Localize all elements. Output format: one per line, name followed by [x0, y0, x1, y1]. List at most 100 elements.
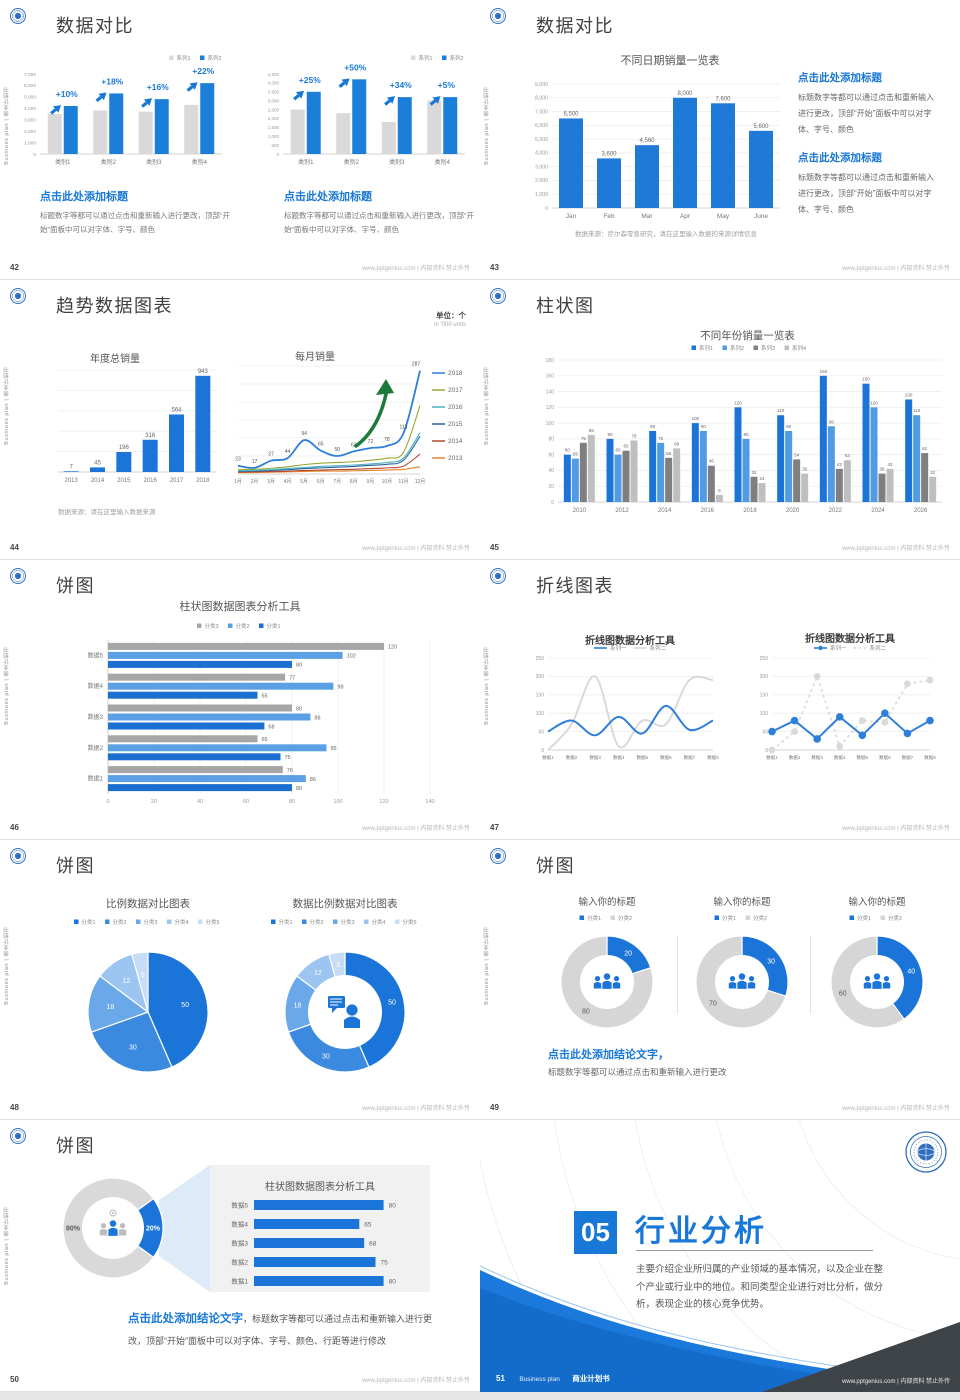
svg-text:系列一: 系列一 [830, 644, 847, 652]
svg-text:数据2: 数据2 [789, 754, 801, 761]
svg-text:0: 0 [541, 748, 544, 754]
svg-text:60: 60 [839, 991, 847, 998]
svg-text:46: 46 [709, 459, 715, 464]
svg-text:0: 0 [33, 152, 36, 158]
svg-text:18: 18 [107, 1004, 115, 1011]
svg-text:4,560: 4,560 [639, 138, 655, 144]
slide-42: Business plan | 商业计划书 数据对比 0 1,000 2,000 3,… [0, 0, 480, 280]
bar-series [108, 642, 384, 774]
svg-text:系列2: 系列2 [208, 54, 222, 62]
svg-text:65: 65 [262, 694, 268, 700]
line-series [237, 435, 421, 473]
svg-text:287: 287 [412, 362, 421, 368]
side-label: Business plan | 商业计划书 [484, 86, 490, 165]
slide-title: 饼图 [536, 856, 575, 876]
svg-text:80: 80 [389, 1203, 397, 1210]
svg-text:2016: 2016 [143, 478, 157, 484]
block-body: 标题数字等都可以通过点击和重新输入进行更改，顶部“开始”面板中可以对字体、字号、… [798, 93, 934, 134]
line-charts: 0 50 100 150 200 250 数据1 数据2 数据3 数据4 数据5 数据6 数据7 数据8 系… [536, 644, 937, 761]
footer-text: www.pptgenius.com | 内部资料 禁止外传 [362, 1378, 470, 1384]
block-heading: 点击此处添加标题 [284, 191, 372, 203]
svg-text:56: 56 [666, 451, 672, 456]
svg-text:分类1: 分类1 [722, 914, 736, 922]
svg-text:75: 75 [285, 755, 291, 761]
svg-text:88: 88 [314, 715, 320, 721]
svg-text:36: 36 [879, 467, 885, 472]
svg-text:系列二: 系列二 [650, 644, 667, 652]
svg-text:40: 40 [548, 468, 554, 474]
svg-text:7: 7 [69, 464, 73, 470]
chart-title: 折线图数据分析工具 [805, 634, 895, 645]
page-number: 49 [490, 1103, 499, 1112]
svg-text:50: 50 [388, 1000, 396, 1007]
svg-text:分类3: 分类3 [144, 918, 158, 926]
svg-text:1,000: 1,000 [535, 192, 548, 198]
svg-text:系列2: 系列2 [450, 54, 464, 62]
svg-text:0: 0 [545, 206, 548, 212]
svg-text:72: 72 [368, 439, 374, 445]
line-series [771, 711, 931, 741]
svg-text:数据5: 数据5 [88, 651, 104, 659]
panel-bars: 数据5 80 数据4 65 数据3 68 数据2 75 数据1 80 [231, 1200, 396, 1286]
section-body: 主要介绍企业所归属的产业领域的基本情况，以及企业在整个产业或行业中的地位。和同类… [636, 1264, 884, 1311]
block-body: 标题数字等都可以通过点击和重新输入进行更改，顶部“开始”面板中可以对字体、字号、… [40, 211, 230, 235]
school-logo-icon [490, 288, 506, 304]
svg-text:分类2: 分类2 [236, 622, 250, 630]
svg-text:0: 0 [276, 152, 279, 157]
svg-text:65: 65 [364, 1222, 372, 1229]
svg-text:数据5: 数据5 [857, 754, 869, 761]
svg-text:类别1: 类别1 [298, 158, 314, 166]
svg-text:Apr: Apr [680, 213, 691, 220]
svg-text:250: 250 [760, 656, 769, 662]
svg-text:2010: 2010 [573, 508, 587, 514]
svg-text:76: 76 [287, 768, 293, 774]
wave-decoration [480, 1265, 960, 1392]
svg-text:数据8: 数据8 [924, 754, 936, 761]
svg-text:2014: 2014 [658, 508, 672, 514]
svg-text:100: 100 [536, 711, 545, 717]
svg-text:系列二: 系列二 [870, 644, 887, 652]
svg-text:32: 32 [751, 470, 757, 475]
page-number: 42 [10, 263, 19, 272]
svg-text:数据6: 数据6 [879, 754, 891, 761]
up-arrow-icon [293, 90, 305, 101]
svg-text:6,500: 6,500 [563, 111, 579, 117]
panel-title: 柱状图数据图表分析工具 [265, 1182, 375, 1193]
svg-text:2016: 2016 [701, 508, 715, 514]
svg-text:250: 250 [536, 656, 545, 662]
svg-text:20%: 20% [146, 1226, 161, 1233]
up-arrow-icon [384, 96, 396, 106]
page-number: 43 [490, 263, 499, 272]
svg-text:98: 98 [337, 685, 343, 691]
svg-text:85: 85 [589, 428, 595, 433]
svg-text:分类4: 分类4 [372, 918, 386, 926]
svg-text:2015: 2015 [117, 478, 131, 484]
svg-text:32: 32 [930, 470, 936, 475]
svg-text:65: 65 [623, 444, 629, 449]
svg-text:数据1: 数据1 [231, 1277, 248, 1286]
svg-text:68: 68 [674, 441, 680, 446]
side-label: Business plan | 商业计划书 [4, 646, 10, 725]
svg-text:+5%: +5% [438, 80, 456, 90]
brand-text: Business plan [519, 1376, 560, 1383]
bar-series [587, 434, 937, 502]
svg-text:2014: 2014 [91, 478, 105, 484]
svg-text:+10%: +10% [56, 89, 78, 99]
svg-text:2018: 2018 [448, 370, 463, 377]
school-logo-icon [905, 1131, 947, 1173]
footer-text: www.pptgenius.com | 内部资料 禁止外传 [362, 1106, 470, 1112]
footer-text: www.pptgenius.com | 内部资料 禁止外传 [362, 826, 470, 832]
slide-48: Business plan | 商业计划书 饼图 比例数据对比图表 数据比例数据… [0, 840, 480, 1120]
up-arrow-icon [141, 98, 153, 108]
svg-text:160: 160 [546, 374, 555, 380]
svg-text:200: 200 [760, 674, 769, 680]
svg-text:23: 23 [235, 457, 241, 463]
line-series [547, 704, 714, 737]
chart-title: 年度总销量 [90, 354, 140, 365]
svg-text:类别3: 类别3 [146, 158, 162, 166]
svg-text:45: 45 [94, 460, 101, 466]
footer-text: www.pptgenius.com | 内部资料 禁止外传 [842, 1379, 950, 1385]
svg-text:9月: 9月 [366, 479, 374, 485]
bar-series [63, 83, 215, 154]
bar-series [63, 375, 211, 472]
